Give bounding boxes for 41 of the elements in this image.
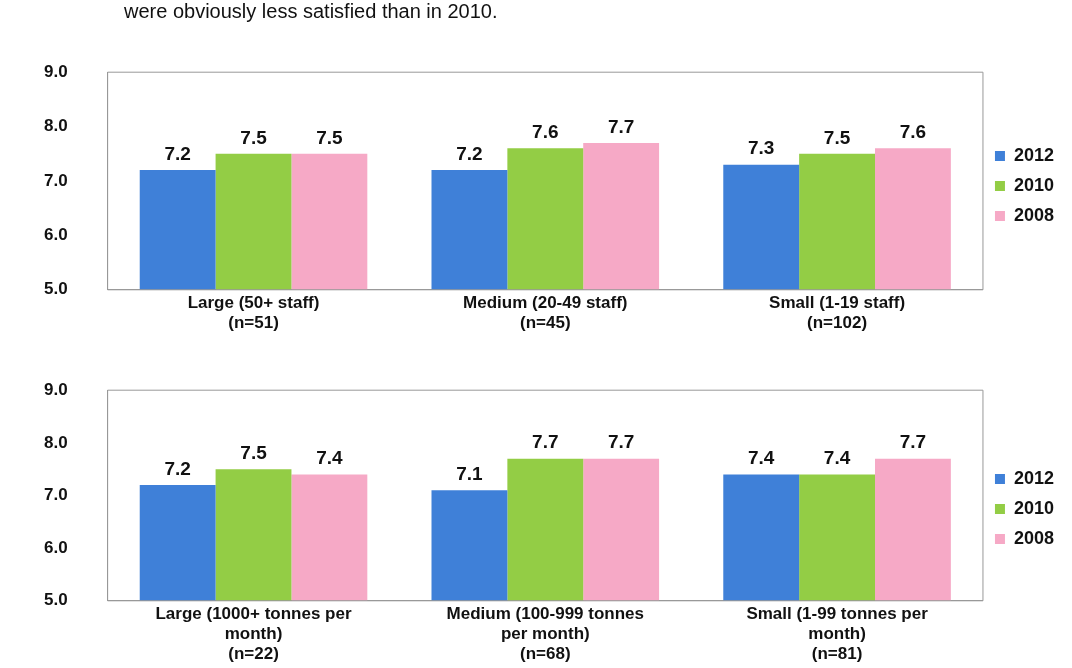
y-tick-label: 9.0 xyxy=(43,61,68,81)
x-tick-label: Small (1-19 staff) (n=102) xyxy=(769,292,906,333)
data-label: 7.6 xyxy=(532,121,559,143)
y-tick-label: 9.0 xyxy=(43,379,68,399)
y-tick-label: 6.0 xyxy=(43,537,68,557)
data-label: 7.7 xyxy=(607,115,635,137)
data-label: 7.7 xyxy=(607,431,635,453)
y-tick-label: 5.0 xyxy=(43,590,68,610)
y-tick-label: 7.0 xyxy=(43,485,68,505)
data-label: 7.3 xyxy=(748,137,775,159)
legend-label: 2010 xyxy=(1013,497,1054,518)
data-label: 7.4 xyxy=(748,447,775,469)
data-label: 7.7 xyxy=(532,431,559,453)
legend-label: 2008 xyxy=(1013,527,1054,548)
y-tick-label: 7.0 xyxy=(43,170,68,190)
data-label: 7.5 xyxy=(240,126,268,148)
data-label: 7.7 xyxy=(899,431,927,453)
text: were obviously less satisfied than in 2010. xyxy=(123,0,499,22)
legend-label: 2008 xyxy=(1013,204,1054,225)
x-tick-label: Large (50+ staff) (n=51) xyxy=(187,292,320,333)
data-label: 7.2 xyxy=(456,142,483,164)
data-label: 7.5 xyxy=(316,126,344,148)
legend-label: 2010 xyxy=(1013,174,1054,195)
data-label: 7.5 xyxy=(240,441,268,463)
data-label: 7.1 xyxy=(456,462,484,484)
data-label: 7.2 xyxy=(164,142,191,164)
x-tick-label: Medium (20-49 staff) (n=45) xyxy=(463,292,628,333)
y-tick-label: 5.0 xyxy=(43,279,68,299)
data-label: 7.2 xyxy=(164,457,191,479)
y-tick-label: 8.0 xyxy=(43,432,68,452)
legend-label: 2012 xyxy=(1013,144,1054,165)
x-tick-label: Large (1000+ tonnes per month) (n=22) xyxy=(155,603,352,664)
data-label: 7.4 xyxy=(316,447,344,469)
x-tick-label: Medium (100-999 tonnes per month) (n=68) xyxy=(446,603,645,664)
x-tick-label: Small (1-99 tonnes per month) (n=81) xyxy=(746,603,929,664)
data-label: 7.4 xyxy=(823,447,851,469)
y-tick-label: 6.0 xyxy=(43,225,68,245)
legend-label: 2012 xyxy=(1013,467,1054,488)
data-label: 7.5 xyxy=(823,126,851,148)
data-label: 7.6 xyxy=(899,121,927,143)
y-tick-label: 8.0 xyxy=(43,116,68,136)
